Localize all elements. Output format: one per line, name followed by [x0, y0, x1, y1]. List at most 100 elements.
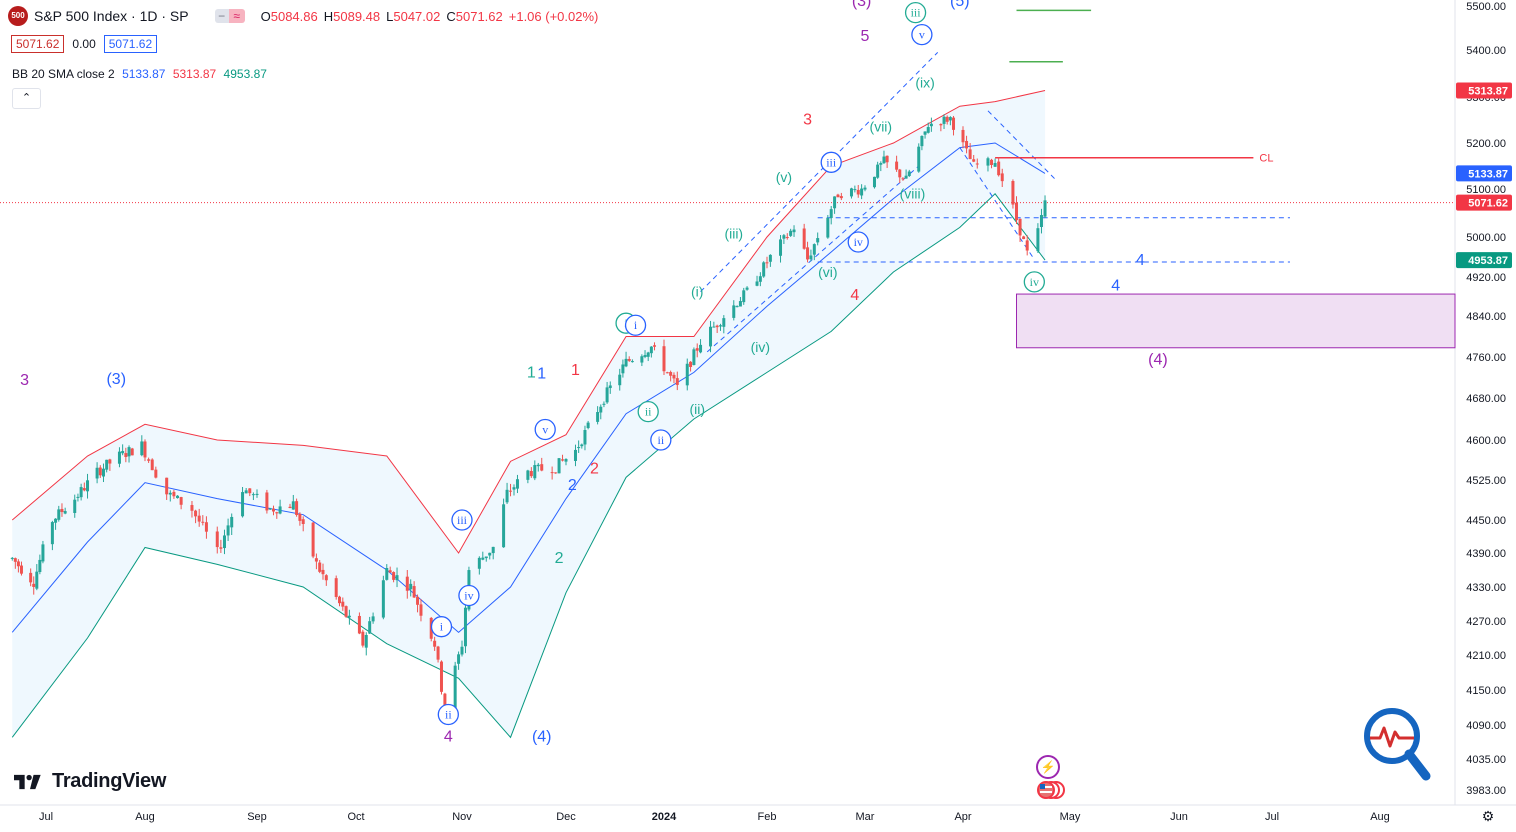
candle-body[interactable] [512, 487, 516, 490]
candle-body[interactable] [920, 135, 924, 147]
candle-body[interactable] [388, 570, 392, 573]
candle-body[interactable] [419, 604, 423, 616]
candle-body[interactable] [1011, 181, 1015, 205]
candle-body[interactable] [272, 508, 275, 512]
candle-body[interactable] [54, 518, 58, 523]
candle-body[interactable] [1036, 228, 1040, 252]
candle-body[interactable] [291, 501, 295, 510]
candle-body[interactable] [515, 479, 519, 489]
candle-body[interactable] [190, 505, 194, 511]
candle-body[interactable] [311, 522, 315, 557]
channel-line[interactable] [700, 51, 939, 292]
candle-body[interactable] [872, 176, 876, 188]
candle-body[interactable] [1015, 202, 1018, 221]
candle-body[interactable] [646, 352, 650, 357]
candle-body[interactable] [409, 583, 413, 590]
candle-body[interactable] [197, 515, 201, 522]
candle-body[interactable] [439, 661, 443, 692]
candle-body[interactable] [433, 640, 437, 647]
target-zone[interactable] [1016, 293, 1456, 349]
candle-body[interactable] [583, 430, 587, 445]
candle-body[interactable] [564, 458, 568, 462]
candle-body[interactable] [624, 358, 628, 367]
symbol-badge[interactable]: 500 [8, 6, 28, 26]
candle-body[interactable] [477, 557, 481, 569]
candle-body[interactable] [124, 453, 128, 458]
candle-body[interactable] [653, 345, 657, 347]
candle-body[interactable] [13, 558, 17, 562]
candle-body[interactable] [73, 499, 77, 513]
candle-body[interactable] [108, 459, 112, 464]
candle-body[interactable] [344, 606, 348, 617]
candle-body[interactable] [82, 488, 86, 491]
candle-body[interactable] [172, 491, 176, 497]
candle-body[interactable] [561, 459, 565, 461]
candle-body[interactable] [1043, 200, 1047, 217]
candle-body[interactable] [782, 235, 786, 239]
candle-body[interactable] [816, 238, 820, 243]
candle-body[interactable] [412, 586, 416, 598]
candle-body[interactable] [839, 196, 843, 199]
candle-body[interactable] [35, 571, 39, 589]
candle-body[interactable] [392, 572, 396, 580]
candle-body[interactable] [121, 451, 125, 454]
candle-body[interactable] [692, 349, 696, 366]
candle-body[interactable] [675, 378, 679, 385]
candle-body[interactable] [789, 230, 793, 236]
flash-event-icon[interactable]: ⚡ [1036, 755, 1060, 779]
candle-body[interactable] [948, 117, 952, 121]
candle-body[interactable] [672, 374, 676, 379]
candle-body[interactable] [975, 163, 979, 165]
candle-body[interactable] [812, 244, 816, 255]
candle-body[interactable] [60, 508, 64, 513]
channel-line[interactable] [706, 165, 920, 353]
candle-body[interactable] [295, 501, 299, 515]
candle-body[interactable] [230, 516, 234, 528]
candle-body[interactable] [939, 124, 943, 126]
candle-body[interactable] [364, 634, 368, 648]
candle-body[interactable] [630, 361, 634, 363]
candle-body[interactable] [1039, 215, 1043, 227]
candle-body[interactable] [993, 163, 997, 167]
channel-line[interactable] [987, 110, 1057, 181]
candle-body[interactable] [215, 531, 219, 548]
candle-body[interactable] [586, 422, 590, 429]
candle-body[interactable] [833, 196, 837, 209]
candle-body[interactable] [201, 521, 205, 523]
candle-body[interactable] [278, 506, 282, 514]
candle-body[interactable] [898, 169, 902, 178]
candle-body[interactable] [1018, 218, 1022, 236]
candle-body[interactable] [416, 596, 420, 605]
candle-body[interactable] [385, 567, 389, 580]
candle-body[interactable] [265, 492, 269, 511]
candle-body[interactable] [140, 441, 144, 456]
candle-body[interactable] [669, 372, 673, 376]
candle-body[interactable] [321, 569, 325, 575]
candle-body[interactable] [484, 556, 488, 559]
candle-body[interactable] [602, 403, 606, 405]
candle-body[interactable] [929, 123, 933, 127]
candle-body[interactable] [347, 615, 351, 618]
candle-body[interactable] [371, 616, 375, 622]
minus-icon[interactable]: − [214, 9, 229, 23]
candle-body[interactable] [453, 665, 457, 713]
us-flag-event-icon[interactable] [1036, 780, 1065, 800]
candle-body[interactable] [457, 654, 461, 664]
candle-body[interactable] [768, 254, 772, 262]
candle-body[interactable] [926, 127, 930, 133]
candle-body[interactable] [255, 493, 259, 495]
candle-body[interactable] [685, 363, 689, 386]
candle-body[interactable] [1022, 236, 1026, 240]
candle-body[interactable] [436, 646, 440, 660]
candle-body[interactable] [491, 546, 495, 554]
candle-body[interactable] [509, 490, 513, 492]
candle-body[interactable] [127, 447, 131, 457]
candle-body[interactable] [481, 557, 485, 560]
collapse-legend-button[interactable]: ⌃ [12, 88, 41, 109]
candle-body[interactable] [573, 449, 577, 461]
candle-body[interactable] [779, 239, 783, 256]
candle-body[interactable] [735, 306, 739, 308]
sell-price-box[interactable]: 5071.62 [11, 35, 65, 53]
candle-body[interactable] [251, 494, 255, 496]
candle-body[interactable] [50, 522, 54, 545]
